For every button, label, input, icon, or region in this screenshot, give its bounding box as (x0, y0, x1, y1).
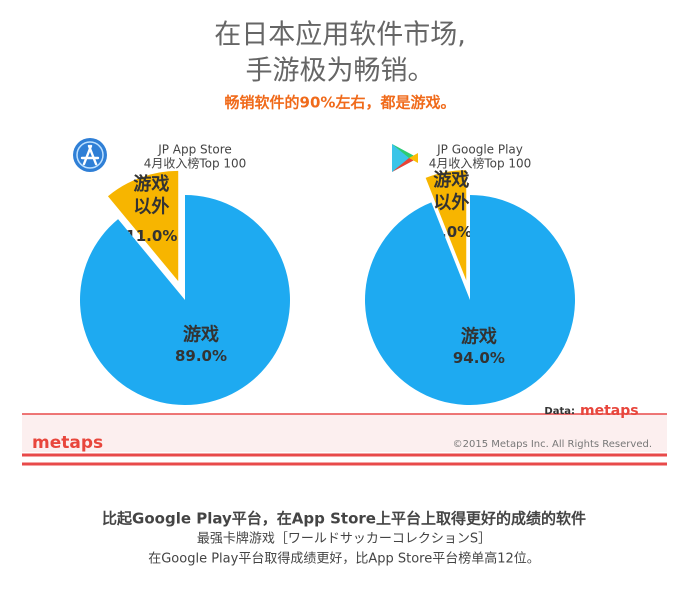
brand-logo: metaps (32, 433, 103, 453)
footer-line: 在Google Play平台取得成绩更好，比App Store平台榜单高12位。 (148, 551, 540, 567)
slice-category: 游戏以外 (433, 169, 469, 214)
headline: 手游极为畅销。 (246, 56, 435, 87)
chart-title: JP App Store (157, 143, 232, 157)
pie-slice (425, 170, 467, 281)
slice-category: 游戏以外 (133, 173, 169, 218)
brand-band (22, 414, 667, 452)
slice-value: 89.0% (175, 347, 227, 365)
pie-slice (107, 170, 179, 282)
footer-line: 最强卡牌游戏［ワールドサッカーコレクションS］ (197, 531, 491, 547)
slice-value: 94.0% (453, 349, 505, 367)
source-label: Data: (544, 406, 575, 417)
pie-slice (365, 195, 576, 405)
google-play-icon (392, 144, 418, 172)
app-store-icon (73, 138, 107, 172)
chart-subtitle: 4月收入榜Top 100 (144, 156, 247, 171)
source-brand: metaps (580, 403, 639, 419)
pie-slice (80, 195, 290, 406)
copyright: ©2015 Metaps Inc. All Rights Reserved. (453, 439, 652, 450)
chart-subtitle: 4月收入榜Top 100 (429, 156, 532, 171)
highlight: 畅销软件的90%左右，都是游戏。 (225, 94, 456, 112)
slice-category: 游戏 (461, 325, 497, 347)
slice-value: 11.0% (125, 227, 177, 245)
footer-title: 比起Google Play平台，在App Store上平台上取得更好的成绩的软件 (102, 510, 586, 528)
headline: 在日本应用软件市场, (214, 20, 466, 51)
chart-title: JP Google Play (436, 143, 523, 157)
slice-category: 游戏 (183, 323, 219, 345)
